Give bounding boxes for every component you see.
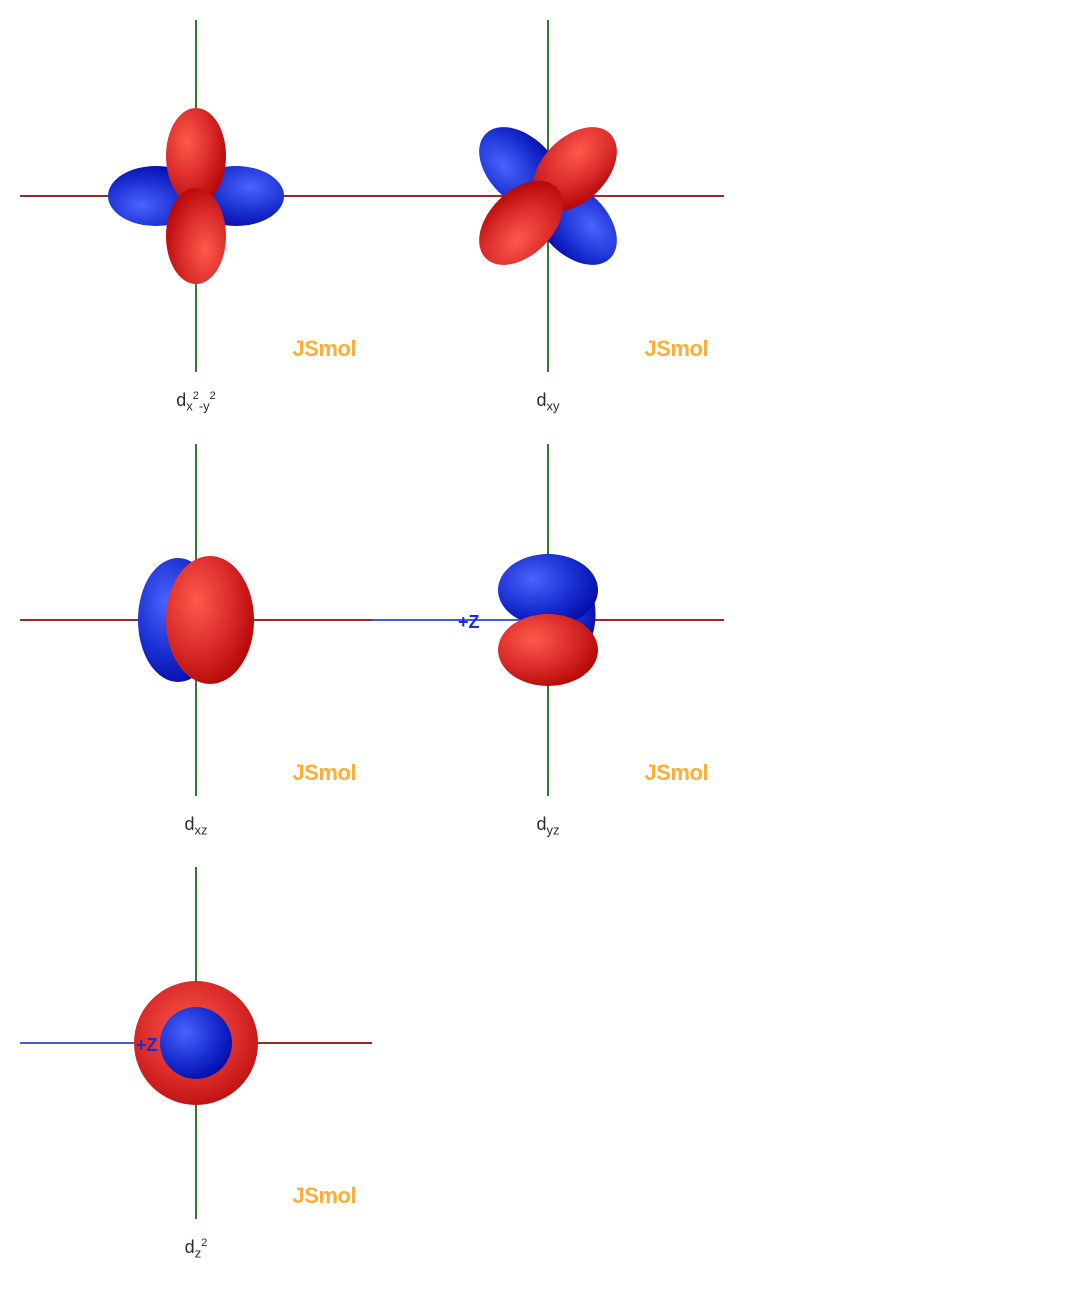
orbital-label-dyz: dyz (536, 814, 559, 838)
orbital-label-dz2: dz2 (185, 1237, 208, 1261)
jsmol-watermark: JSmol (644, 760, 708, 786)
jsmol-watermark: JSmol (292, 1183, 356, 1209)
jsmol-watermark: JSmol (644, 336, 708, 362)
orbital-label-dxz: dxz (184, 814, 207, 838)
orbital-label-dx2-y2: dx2-y2 (176, 390, 216, 414)
orbital-cell-dx2-y2: JSmol dx2-y2 (20, 20, 372, 444)
orbital-cell-dxy: JSmol dxy (372, 20, 724, 444)
orbital-viewer-dxy[interactable]: JSmol (372, 20, 724, 372)
jsmol-watermark: JSmol (292, 336, 356, 362)
orbital-cell-dxz: JSmol dxz (20, 444, 372, 868)
orbital-viewer-dz2[interactable]: JSmol +Z (20, 867, 372, 1219)
orbital-cell-dz2: JSmol +Z dz2 (20, 867, 372, 1291)
orbital-cell-dyz: JSmol +Z dyz (372, 444, 724, 868)
orbital-viewer-dyz[interactable]: JSmol +Z (372, 444, 724, 796)
z-axis-label: +Z (136, 1035, 158, 1056)
jsmol-watermark: JSmol (292, 760, 356, 786)
orbital-grid: JSmoldx2-y2JSmoldxyJSmoldxzJSmol+ZdyzJSm… (20, 20, 1068, 1291)
orbital-label-dxy: dxy (536, 390, 559, 414)
orbital-viewer-dxz[interactable]: JSmol (20, 444, 372, 796)
orbital-viewer-dx2-y2[interactable]: JSmol (20, 20, 372, 372)
z-axis-label: +Z (458, 612, 480, 633)
